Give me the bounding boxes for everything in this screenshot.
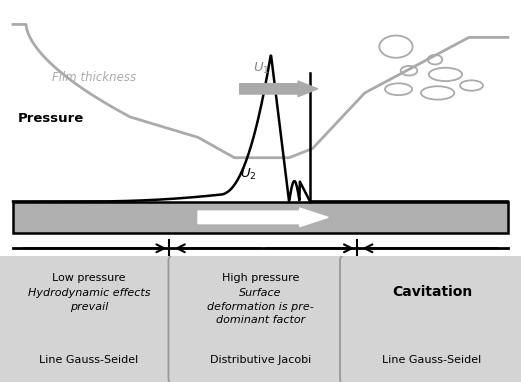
Bar	[13, 202, 508, 233]
Text: Hydrodynamic effects
prevail: Hydrodynamic effects prevail	[28, 288, 150, 312]
Text: Line Gauss-Seidel: Line Gauss-Seidel	[382, 355, 482, 365]
Text: Low pressure: Low pressure	[52, 273, 126, 283]
FancyBboxPatch shape	[0, 254, 181, 382]
Text: Film thickness: Film thickness	[52, 71, 136, 84]
Text: $U_2$: $U_2$	[240, 167, 256, 182]
FancyArrow shape	[198, 208, 328, 227]
FancyBboxPatch shape	[168, 254, 353, 382]
Text: Cavitation: Cavitation	[392, 285, 472, 299]
Text: Surface
deformation is pre-
dominant factor: Surface deformation is pre- dominant fac…	[207, 288, 314, 325]
Text: Pressure: Pressure	[18, 112, 84, 125]
Text: Line Gauss-Seidel: Line Gauss-Seidel	[39, 355, 139, 365]
FancyBboxPatch shape	[340, 254, 521, 382]
Text: $U_1$: $U_1$	[253, 61, 269, 76]
Text: Distributive Jacobi: Distributive Jacobi	[210, 355, 311, 365]
FancyArrow shape	[240, 81, 318, 97]
Text: High pressure: High pressure	[222, 273, 299, 283]
